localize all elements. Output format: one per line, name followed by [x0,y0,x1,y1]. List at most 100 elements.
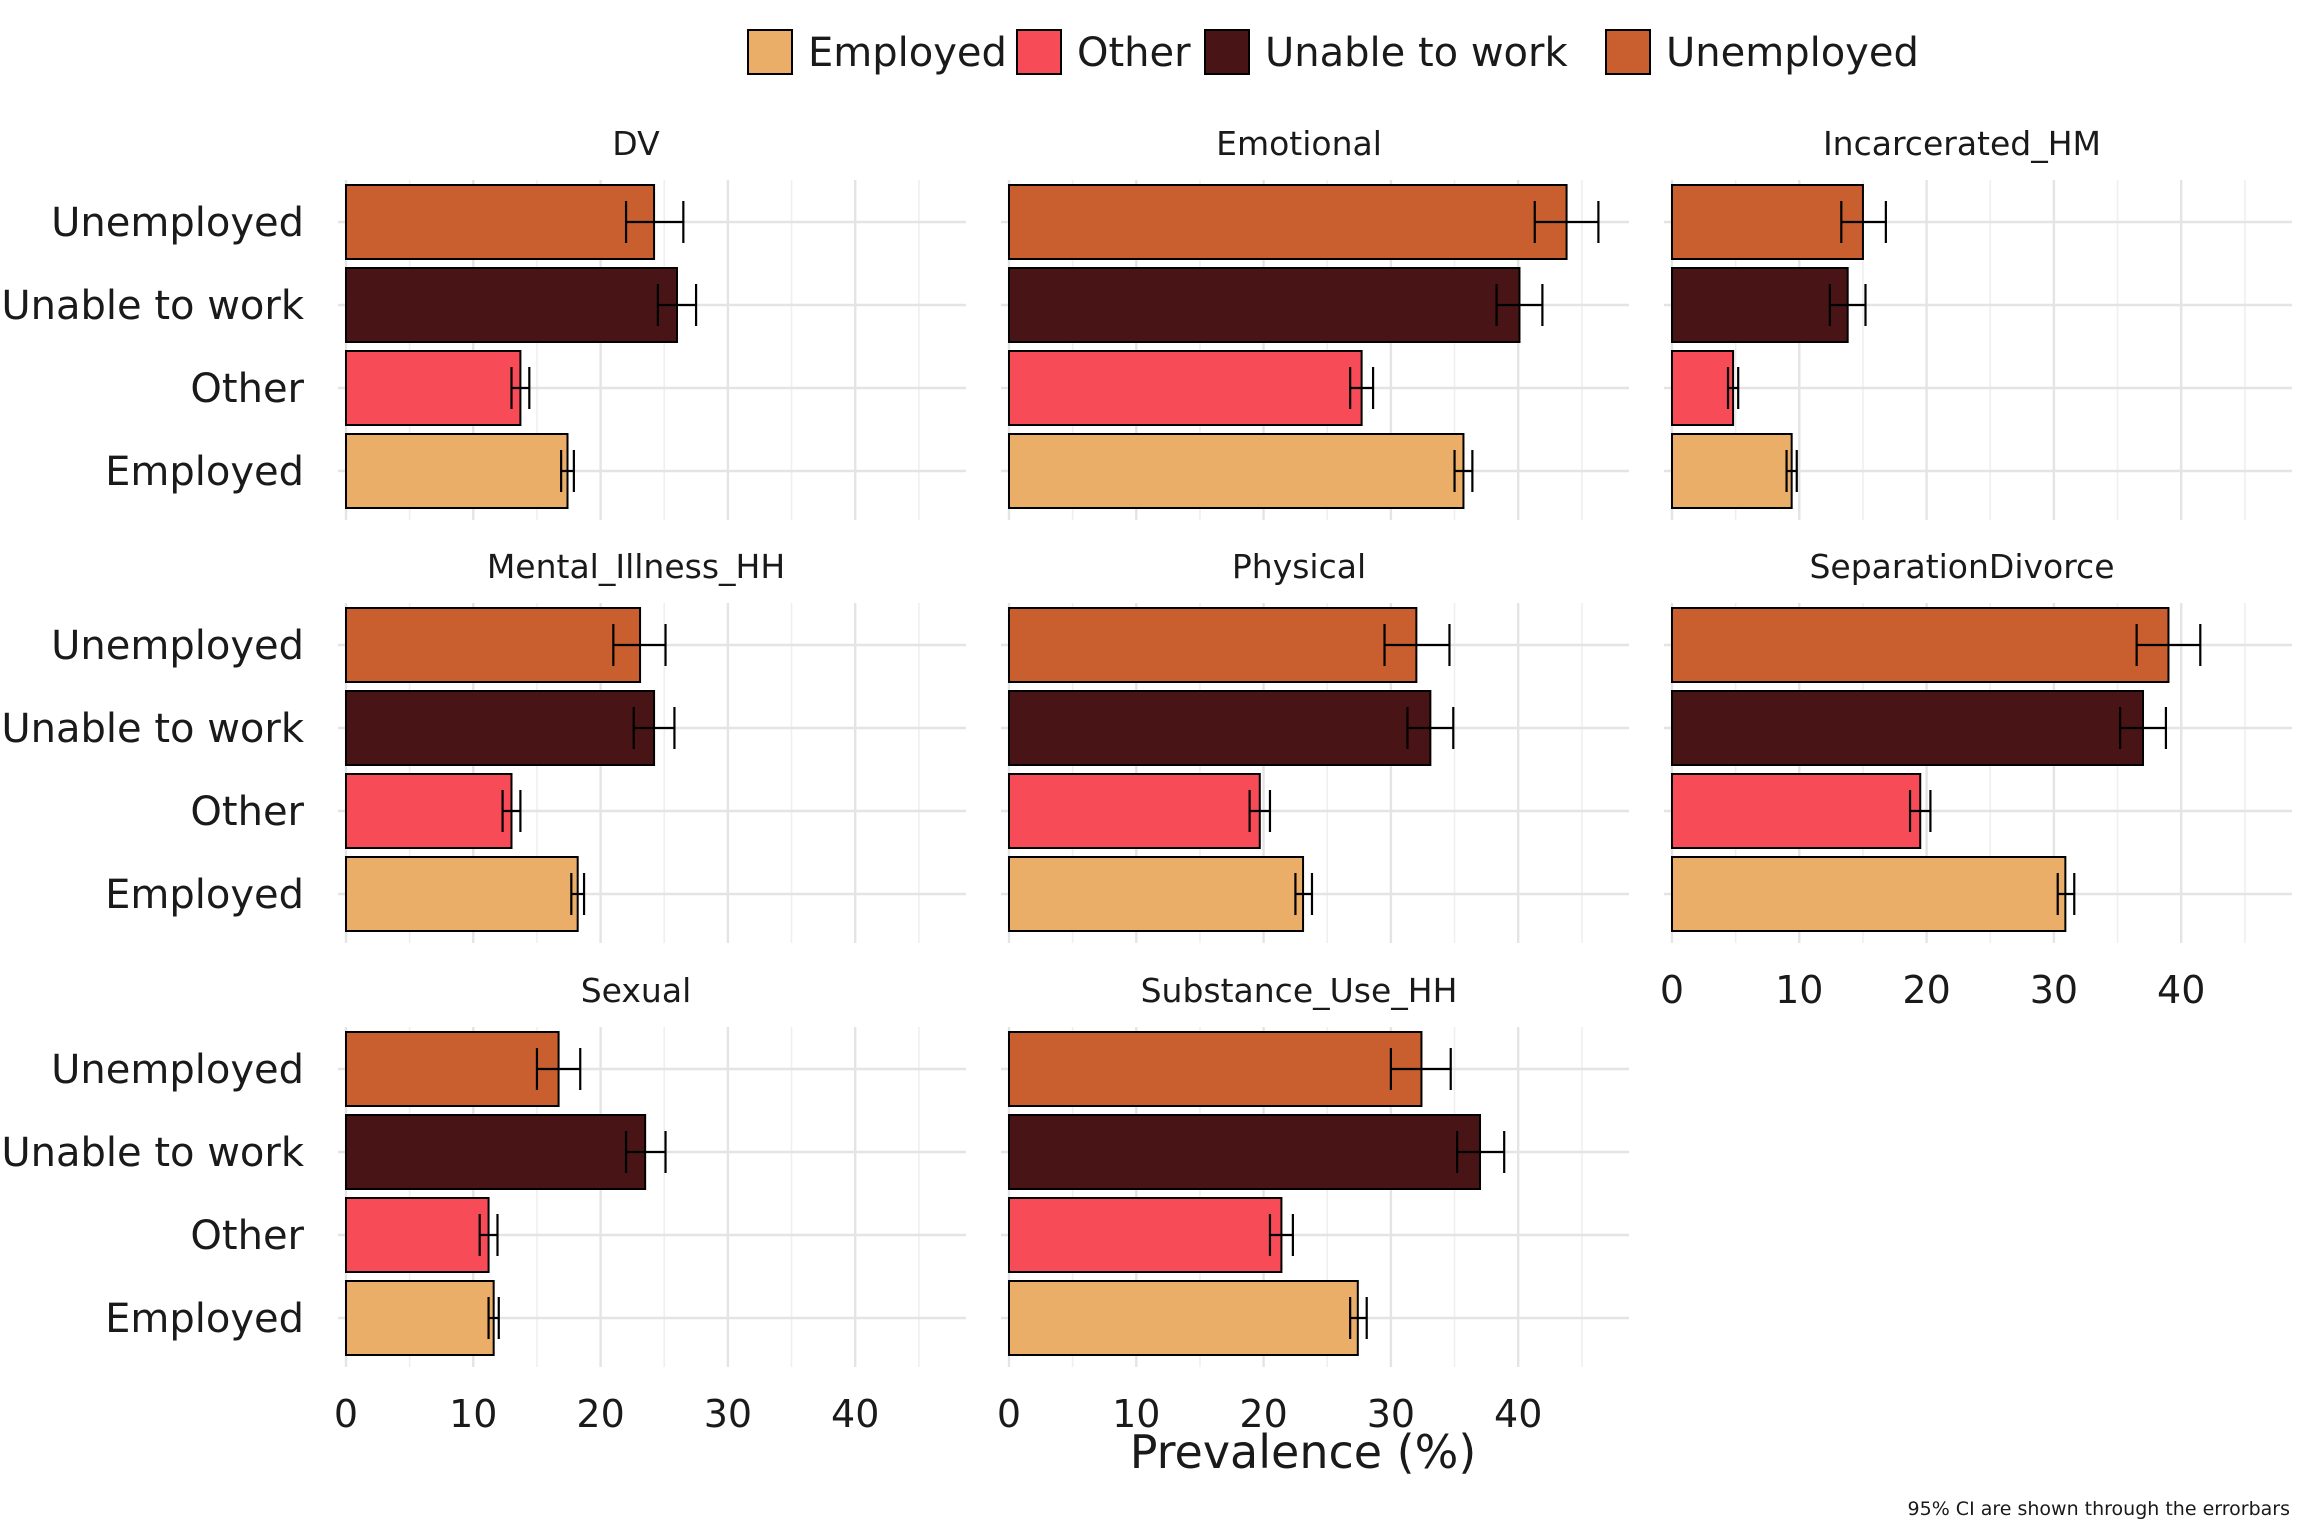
facet-panel: SeparationDivorce 0 10 20 30 40 [1660,547,2292,1012]
bar [1671,856,2067,932]
facet-panel: Emotional [1001,124,1629,520]
error-bar [2135,624,2202,666]
y-tick-label: Unemployed [51,623,304,669]
x-tick-label: 10 [449,1392,497,1436]
error-bar [535,1048,582,1090]
bar [345,267,678,343]
legend: Employed Other Unable to work Unemployed [747,29,1919,76]
legend-label: Other [1077,30,1191,76]
x-tick-label: 0 [1660,968,1684,1012]
error-bar [570,873,586,915]
error-bar [1248,790,1272,832]
y-tick-label: Unable to work [1,1130,304,1176]
bar [1008,856,1305,932]
bar [345,1114,647,1190]
legend-label: Unable to work [1265,30,1568,76]
error-bar [624,201,685,243]
x-tick-label: 30 [2030,968,2078,1012]
error-bar [2118,707,2168,749]
facet-panel: Physical [1001,547,1629,943]
x-tick-label: 20 [576,1392,624,1436]
error-bar [1349,1297,1368,1339]
error-bar [487,1297,500,1339]
y-tick-label: Other [190,366,304,412]
error-bar [510,367,531,409]
facet-panel: Mental_Illness_HH Unemployed Unable to wor… [1,547,966,943]
legend-swatch [1016,29,1062,75]
bar [1671,267,1849,343]
bar [1008,607,1418,683]
facet-panel: Incarcerated_HM [1664,124,2292,520]
y-tick-label: Unemployed [51,1047,304,1093]
error-bar [1495,284,1544,326]
error-bar [560,450,575,492]
y-tick-label: Employed [105,1296,304,1342]
error-bar [1389,1048,1452,1090]
error-bar [1453,450,1474,492]
error-bar [1406,707,1455,749]
facet-title: Physical [1232,547,1366,586]
x-tick-label: 0 [997,1392,1021,1436]
bar [1008,267,1521,343]
error-bar [1908,790,1932,832]
x-tick-label: 40 [1494,1392,1542,1436]
x-tick-label: 30 [704,1392,752,1436]
error-bar [478,1214,499,1256]
bar [345,1031,560,1107]
error-bar [1533,201,1600,243]
x-axis-label: Prevalence (%) [1130,1425,1477,1479]
error-bar [501,790,522,832]
bar [1008,1031,1423,1107]
error-bar [656,284,698,326]
bar [1008,350,1363,426]
bar [345,184,656,260]
x-tick-label: 10 [1775,968,1823,1012]
facet-title: DV [612,124,660,163]
bar [1671,433,1793,509]
bar [1671,184,1864,260]
error-bar [1268,1214,1294,1256]
facet-panel: Substance_Use_HH 0 10 20 30 40 [997,971,1629,1436]
bar [345,607,642,683]
error-bar [612,624,667,666]
error-bar [1349,367,1375,409]
x-tick-label: 10 [1112,1392,1160,1436]
x-tick-label: 40 [2157,968,2205,1012]
bar [1008,1114,1482,1190]
error-bar [2056,873,2076,915]
facet-title: Sexual [581,971,692,1010]
bar [1008,690,1432,766]
bar [345,1197,490,1273]
legend-label: Employed [808,30,1007,76]
x-tick-label: 20 [1239,1392,1287,1436]
panels: DV Unemployed Unable to work Other Employed E… [1,124,2292,1436]
facet-title: Substance_Use_HH [1141,971,1458,1010]
legend-swatch [1605,29,1651,75]
x-tick-label: 0 [334,1392,358,1436]
bar [1008,433,1465,509]
error-bar [1726,367,1740,409]
chart-caption: 95% CI are shown through the errorbars [1908,1498,2290,1520]
error-bar [1294,873,1314,915]
error-bar [1840,201,1887,243]
facet-title: SeparationDivorce [1809,547,2114,586]
y-tick-label: Unable to work [1,283,304,329]
y-tick-label: Unemployed [51,200,304,246]
bar [1008,184,1568,260]
y-tick-label: Employed [105,449,304,495]
facet-panel: Sexual Unemployed Unable to work Other Emplo… [1,971,966,1436]
legend-swatch [1204,29,1250,75]
facet-title: Emotional [1216,124,1382,163]
error-bar [1785,450,1798,492]
error-bar [1828,284,1867,326]
legend-swatch [747,29,793,75]
bar [1671,350,1735,426]
bar [345,773,513,849]
bar [345,433,569,509]
bar [1671,773,1922,849]
x-tick-label: 20 [1902,968,1950,1012]
facet-panel: DV Unemployed Unable to work Other Employed [1,124,966,520]
x-tick-label: 40 [831,1392,879,1436]
y-tick-label: Unable to work [1,706,304,752]
